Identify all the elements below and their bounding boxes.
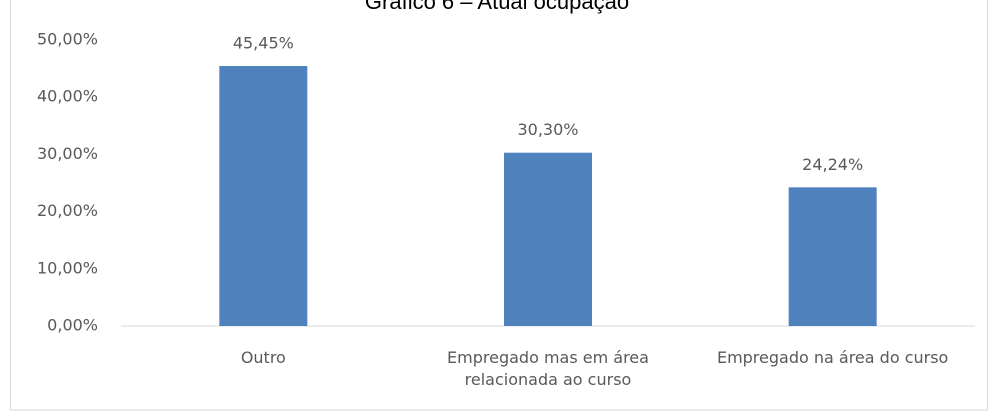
value-label: 30,30% [517, 120, 578, 139]
bar [219, 66, 308, 326]
y-tick-label: 10,00% [37, 258, 98, 277]
chart-title: Gráfico 6 – Atual ocupação [365, 0, 629, 14]
chart-border [10, 0, 988, 411]
bar [788, 187, 877, 326]
y-tick-label: 40,00% [37, 87, 98, 106]
bar [504, 152, 592, 326]
x-tick-label: Empregado na área do curso [716, 348, 949, 367]
x-tick-label: Empregado mas em área relacionada ao cur… [447, 348, 649, 389]
x-tick-label: Outro [240, 348, 286, 367]
y-tick-label: 0,00% [47, 316, 98, 335]
y-tick-label: 30,00% [37, 144, 98, 163]
value-label: 24,24% [802, 155, 863, 174]
value-label: 45,45% [233, 34, 294, 53]
y-tick-label: 50,00% [37, 30, 98, 49]
y-tick-label: 20,00% [37, 201, 98, 220]
